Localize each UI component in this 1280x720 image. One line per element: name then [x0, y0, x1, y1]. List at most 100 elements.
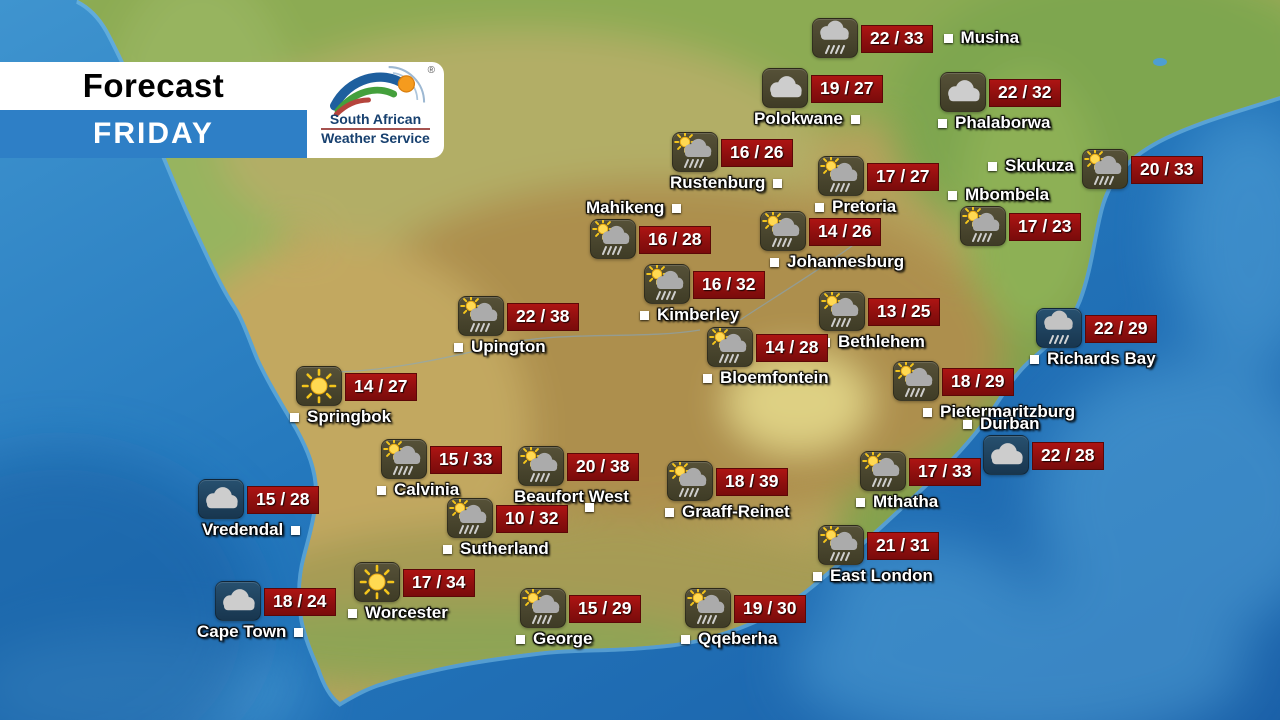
city-marker — [813, 572, 822, 581]
temperature-badge: 22 / 38 — [507, 303, 579, 331]
weather-icon-tile — [458, 295, 504, 336]
city-name: Skukuza — [1005, 156, 1074, 175]
weather-icon-tile — [520, 587, 566, 628]
city-marker — [640, 311, 649, 320]
sun-shower-icon — [669, 460, 707, 497]
forecast-day-bar: FRIDAY — [0, 110, 307, 158]
dam — [1153, 58, 1167, 66]
weather-station: 22 / 32 Phalaborwa — [938, 72, 1061, 133]
temperature-badge: 16 / 28 — [639, 226, 711, 254]
city-marker — [963, 420, 972, 429]
temperature-badge: 16 / 26 — [721, 139, 793, 167]
city-name: George — [533, 629, 593, 648]
city-name: Mahikeng — [586, 198, 665, 217]
cloudy-icon — [770, 76, 802, 98]
city-name: Bethlehem — [838, 332, 925, 351]
city-marker — [294, 628, 304, 637]
city-marker — [291, 526, 301, 535]
weather-station: 20 / 38 Beaufort West — [514, 445, 639, 512]
city-marker — [516, 635, 525, 644]
saws-logo-line2: Weather Service — [321, 127, 430, 146]
city-name: Johannesburg — [787, 252, 905, 271]
city-label: Mahikeng — [586, 198, 683, 218]
temperature-badge: 14 / 27 — [345, 373, 417, 401]
weather-station: 17 / 34 Worcester — [348, 562, 475, 623]
temperature-badge: 19 / 30 — [734, 595, 806, 623]
deep-ocean-patch — [0, 450, 260, 720]
city-label: Phalaborwa — [936, 113, 1061, 133]
weather-icon-tile — [1082, 148, 1128, 189]
city-label: Graaff-Reinet — [663, 502, 790, 522]
city-name: Richards Bay — [1047, 349, 1156, 368]
city-name: Phalaborwa — [955, 113, 1051, 132]
weather-icon-tile — [354, 562, 400, 602]
weather-icon-tile — [760, 210, 806, 251]
sun-shower-icon — [383, 438, 421, 475]
city-name: Qqeberha — [698, 629, 778, 648]
temperature-badge: 17 / 27 — [867, 163, 939, 191]
city-label: Pietermaritzburg — [921, 402, 1075, 422]
saws-logo-text: South African Weather Service — [321, 111, 430, 146]
city-marker — [1030, 355, 1039, 364]
city-marker — [815, 203, 824, 212]
city-name: Worcester — [365, 603, 448, 622]
weather-icon-tile — [215, 581, 261, 621]
city-label: Springbok — [288, 407, 417, 427]
city-marker — [585, 503, 594, 512]
city-name: Musina — [960, 28, 1020, 47]
saws-logo-panel: ® South African Weather Service — [307, 62, 444, 158]
city-name: Upington — [471, 337, 546, 356]
registered-mark: ® — [427, 65, 435, 76]
city-label: Bethlehem — [819, 332, 940, 352]
weather-icon-tile — [819, 290, 865, 331]
forecast-title-bar: Forecast — [0, 62, 307, 110]
city-label: Qqeberha — [679, 629, 806, 649]
temperature-badge: 22 / 32 — [989, 79, 1061, 107]
city-marker — [443, 545, 452, 554]
temperature-badge: 13 / 25 — [868, 298, 940, 326]
forecast-title: Forecast — [82, 67, 225, 104]
sun-shower-icon — [820, 524, 858, 561]
city-label: Polokwane — [754, 109, 883, 129]
weather-station: 14 / 27 Springbok — [290, 366, 417, 427]
forecast-day: FRIDAY — [93, 117, 214, 150]
city-name: Durban — [980, 414, 1040, 433]
weather-station: 19 / 30 Qqeberha — [681, 587, 806, 649]
city-name: East London — [830, 566, 933, 585]
weather-icon-tile — [762, 68, 808, 108]
cloudy-icon — [991, 443, 1023, 465]
city-marker — [988, 162, 998, 171]
weather-station: 13 / 25 Bethlehem — [819, 290, 940, 352]
city-marker — [943, 34, 953, 43]
weather-icon-tile — [707, 326, 753, 367]
weather-icon-tile — [983, 435, 1029, 475]
temperature-badge: 17 / 34 — [403, 569, 475, 597]
city-name: Polokwane — [754, 109, 843, 128]
weather-icon-tile — [940, 72, 986, 112]
city-label: Pretoria — [813, 197, 939, 217]
city-marker — [948, 191, 957, 200]
city-label: Skukuza — [986, 156, 1074, 176]
city-label: Mbombela — [946, 185, 1049, 205]
weather-station: 14 / 26 Johannesburg — [760, 210, 905, 272]
temperature-badge: 15 / 33 — [430, 446, 502, 474]
city-marker — [850, 115, 860, 124]
weather-station: 19 / 27 Polokwane — [754, 68, 883, 129]
weather-station: 21 / 31 East London — [813, 524, 939, 586]
city-label: Rustenburg — [670, 173, 793, 193]
city-label: Worcester — [346, 603, 475, 623]
city-label: Mthatha — [854, 492, 981, 512]
rain-icon — [1044, 310, 1073, 344]
weather-icon-tile — [812, 18, 858, 58]
cloudy-icon — [948, 80, 980, 102]
temperature-badge: 20 / 33 — [1131, 156, 1203, 184]
city-label: Beaufort West — [514, 487, 639, 507]
weather-station: 10 / 32 Sutherland — [443, 497, 568, 559]
weather-station: 17 / 27 Pretoria — [815, 155, 939, 217]
city-marker — [348, 609, 357, 618]
sun-shower-icon — [674, 131, 712, 168]
weather-icon-tile — [447, 497, 493, 538]
weather-station: 18 / 24 Cape Town — [197, 581, 336, 642]
